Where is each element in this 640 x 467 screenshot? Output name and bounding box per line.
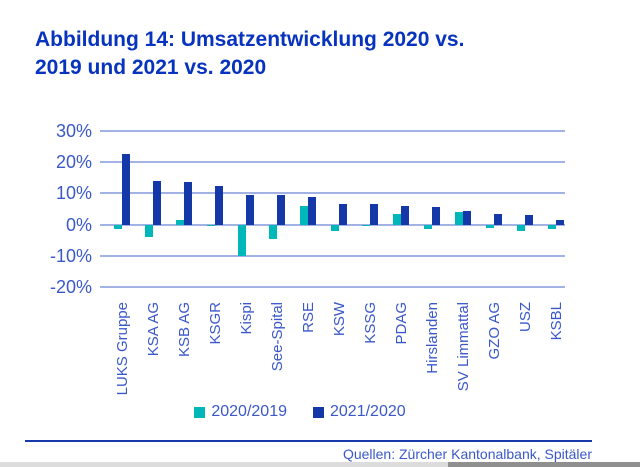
legend-label: 2020/2019 (211, 403, 287, 420)
figure-title-line1: Abbildung 14: Umsatzentwicklung 2020 vs. (35, 28, 465, 51)
footer-divider (25, 440, 592, 442)
y-axis-tick-label: 0% (65, 214, 92, 235)
bar-2020-2019 (455, 212, 463, 225)
x-axis-category-label: KSSG (362, 302, 379, 344)
bar-2021-2020 (277, 194, 285, 225)
x-axis-category-label: KSB AG (176, 302, 193, 358)
y-axis-tick-label: 10% (55, 183, 92, 204)
bar-2021-2020 (153, 180, 161, 225)
bar-2020-2019 (548, 224, 556, 230)
x-axis-category-label: GZO AG (486, 302, 503, 360)
gridline (100, 192, 565, 195)
horizontal-scrollbar-track[interactable] (0, 462, 640, 467)
bar-2021-2020 (401, 205, 409, 225)
x-axis-category-label: KSW (331, 302, 348, 337)
bar-2020-2019 (145, 224, 153, 238)
bar-2021-2020 (122, 154, 130, 225)
gridline (100, 161, 565, 164)
bar-2020-2019 (486, 224, 494, 228)
bar-2020-2019 (176, 219, 184, 225)
x-axis-category-label: KSA AG (145, 302, 162, 357)
legend-swatch-icon (313, 406, 324, 418)
x-axis-category-label: RSE (300, 302, 317, 333)
figure-title: Abbildung 14: Umsatzentwicklung 2020 vs.… (35, 26, 464, 82)
legend-item-2021-2020: 2021/2020 (313, 403, 406, 421)
bar-2020-2019 (300, 205, 308, 225)
figure-title-line2: 2019 und 2021 vs. 2020 (35, 56, 267, 79)
gridline (100, 130, 565, 132)
y-axis-tick-label: 30% (55, 121, 92, 141)
bar-2021-2020 (184, 182, 192, 225)
x-axis-category-label: Kispi (238, 302, 255, 335)
bar-2020-2019 (424, 224, 432, 230)
bar-2020-2019 (114, 224, 122, 230)
y-axis-tick-label: -20% (49, 277, 92, 297)
legend-label: 2021/2020 (330, 403, 406, 420)
x-axis-category-label: PDAG (393, 302, 410, 345)
bar-2020-2019 (207, 224, 215, 226)
gridline (100, 286, 565, 288)
x-axis-category-label: USZ (517, 302, 534, 332)
x-axis-category-label: Hirslanden (424, 302, 441, 374)
bar-2021-2020 (215, 185, 223, 225)
chart-legend: 2020/2019 2021/2020 (0, 403, 600, 421)
bar-2021-2020 (463, 210, 471, 225)
y-axis-tick-label: -10% (49, 245, 92, 266)
bar-2021-2020 (308, 196, 316, 225)
x-axis-category-label: LUKS Gruppe (114, 302, 131, 396)
bar-2020-2019 (362, 224, 370, 226)
x-axis-category-label: KSBL (548, 302, 565, 341)
gridline (100, 254, 565, 257)
source-caption: Quellen: Zürcher Kantonalbank, Spitäler (342, 446, 592, 462)
bar-2020-2019 (517, 224, 525, 231)
bar-2021-2020 (556, 219, 564, 225)
bar-2020-2019 (238, 224, 246, 256)
legend-swatch-icon (194, 406, 206, 418)
x-axis-category-label: KSGR (207, 302, 224, 345)
horizontal-scrollbar-thumb[interactable] (448, 462, 640, 467)
bar-2021-2020 (339, 204, 347, 225)
bar-2020-2019 (331, 224, 339, 231)
bar-2021-2020 (370, 204, 378, 225)
bar-2021-2020 (494, 213, 502, 225)
y-axis-tick-label: 20% (55, 152, 92, 173)
legend-item-2020-2019: 2020/2019 (194, 403, 287, 421)
bar-2020-2019 (269, 224, 277, 239)
bar-2021-2020 (246, 194, 254, 225)
x-axis-category-label: SV Limmattal (455, 302, 472, 392)
bar-2021-2020 (432, 207, 440, 225)
bar-2021-2020 (525, 215, 533, 225)
bar-2020-2019 (393, 213, 401, 225)
x-axis-category-label: See-Spital (269, 302, 286, 372)
